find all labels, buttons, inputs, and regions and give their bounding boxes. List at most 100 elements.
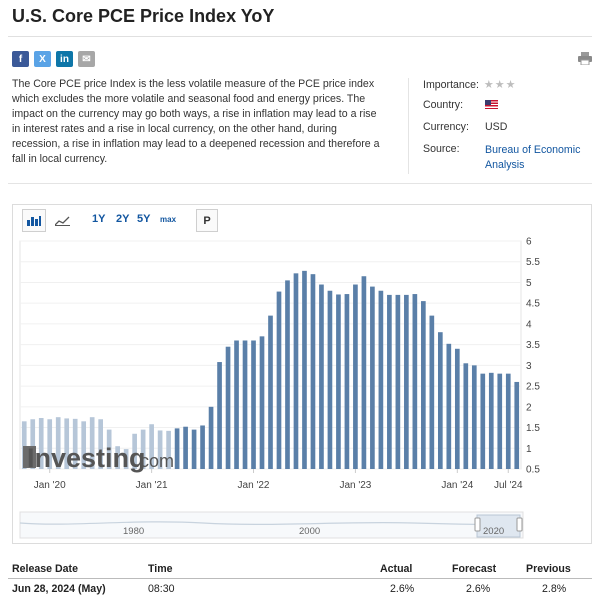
bar[interactable] (55, 417, 61, 469)
header-forecast: Forecast (452, 563, 497, 575)
bar[interactable] (149, 424, 154, 469)
range-2y-button[interactable]: 2Y (116, 213, 130, 225)
navigator-right-handle[interactable] (516, 517, 523, 532)
bar[interactable] (166, 430, 171, 469)
bar[interactable] (276, 291, 282, 469)
y-tick-label: 4 (526, 319, 532, 330)
bar[interactable] (404, 294, 409, 469)
email-icon[interactable]: ✉ (78, 51, 95, 67)
bar[interactable] (505, 373, 511, 469)
print-icon[interactable] (578, 52, 592, 65)
x-tick-label: Jan '23 (339, 480, 371, 491)
bar[interactable] (123, 449, 129, 469)
bar[interactable] (437, 332, 443, 469)
bar[interactable] (412, 294, 418, 469)
x-tick-label: Jan '21 (136, 480, 168, 491)
bar[interactable] (225, 346, 231, 469)
country-label: Country: (423, 99, 464, 111)
bar[interactable] (72, 418, 78, 469)
navigator-left-handle[interactable] (474, 517, 481, 532)
bar[interactable] (302, 270, 307, 469)
bar[interactable] (115, 446, 120, 469)
range-5y-button[interactable]: 5Y (137, 213, 151, 225)
navigator-label-2000: 2000 (299, 526, 320, 537)
bar[interactable] (488, 372, 494, 469)
description-text: The Core PCE price Index is the less vol… (12, 78, 380, 165)
watermark-suffix: .com (135, 451, 174, 471)
bar[interactable] (157, 430, 163, 469)
y-tick-label: 1 (526, 444, 532, 455)
bar[interactable] (370, 286, 375, 469)
navigator-line (19, 521, 519, 527)
bar[interactable] (319, 284, 324, 469)
bar[interactable] (47, 419, 53, 469)
y-tick-label: 4.5 (526, 299, 540, 310)
source-label: Source: (423, 143, 460, 155)
navigator-track (19, 511, 524, 539)
bar[interactable] (336, 294, 341, 469)
bar[interactable] (140, 429, 146, 469)
bar[interactable] (132, 433, 137, 469)
watermark: Investing .com (23, 443, 174, 473)
bar[interactable] (174, 428, 180, 469)
header-time: Time (148, 563, 173, 575)
bar[interactable] (378, 290, 384, 469)
bar[interactable] (81, 421, 87, 469)
bar[interactable] (514, 381, 520, 469)
bar[interactable] (429, 315, 435, 469)
currency-row: Currency: USD (423, 121, 507, 133)
range-1y-button[interactable]: 1Y (92, 213, 106, 225)
bar[interactable] (471, 365, 477, 469)
line-chart-button[interactable] (50, 209, 74, 232)
bar[interactable] (310, 274, 316, 469)
bar[interactable] (259, 336, 265, 469)
source-link-line2: Analysis (485, 159, 525, 171)
bar[interactable] (454, 348, 460, 469)
bar[interactable] (251, 340, 256, 469)
bar[interactable] (64, 418, 70, 469)
bar[interactable] (106, 429, 112, 469)
bar[interactable] (285, 280, 290, 469)
bar[interactable] (21, 421, 27, 469)
linkedin-icon[interactable]: in (56, 51, 73, 67)
bar-chart-button[interactable] (22, 209, 46, 232)
bar[interactable] (327, 290, 333, 469)
bar[interactable] (446, 343, 452, 469)
bar[interactable] (361, 276, 367, 469)
navigator-label-1980: 1980 (123, 526, 144, 537)
bar[interactable] (183, 426, 188, 469)
facebook-icon[interactable]: f (12, 51, 29, 67)
bar[interactable] (38, 418, 44, 469)
bar[interactable] (268, 315, 273, 469)
bar[interactable] (387, 294, 392, 469)
range-max-button[interactable]: max (160, 215, 177, 224)
bar[interactable] (234, 340, 239, 469)
bar[interactable] (98, 419, 104, 469)
bar[interactable] (200, 425, 205, 469)
navigator[interactable]: 1980 2000 2020 (19, 511, 524, 539)
bar[interactable] (30, 419, 36, 469)
bar[interactable] (421, 301, 426, 469)
p-button[interactable]: P (196, 209, 218, 232)
bar[interactable] (344, 294, 350, 469)
bar[interactable] (89, 417, 95, 469)
bar[interactable] (217, 362, 222, 469)
source-link[interactable]: Bureau of Economic Analysis (485, 143, 580, 173)
x-tick-label: Jan '22 (238, 480, 270, 491)
share-bar: f X in ✉ (12, 51, 95, 67)
bar[interactable] (497, 373, 503, 469)
bar[interactable] (191, 429, 197, 469)
bar[interactable] (353, 284, 358, 469)
twitter-icon[interactable]: X (34, 51, 51, 67)
watermark-brand: Investing (27, 443, 146, 473)
country-row: Country: (423, 99, 498, 111)
bar[interactable] (208, 406, 214, 469)
section-divider (8, 183, 592, 184)
bar[interactable] (242, 340, 248, 469)
bar[interactable] (480, 373, 486, 469)
bar[interactable] (395, 294, 401, 469)
bar[interactable] (293, 273, 299, 469)
meta-divider (408, 78, 409, 174)
bar[interactable] (463, 363, 469, 469)
table-divider (8, 578, 592, 579)
